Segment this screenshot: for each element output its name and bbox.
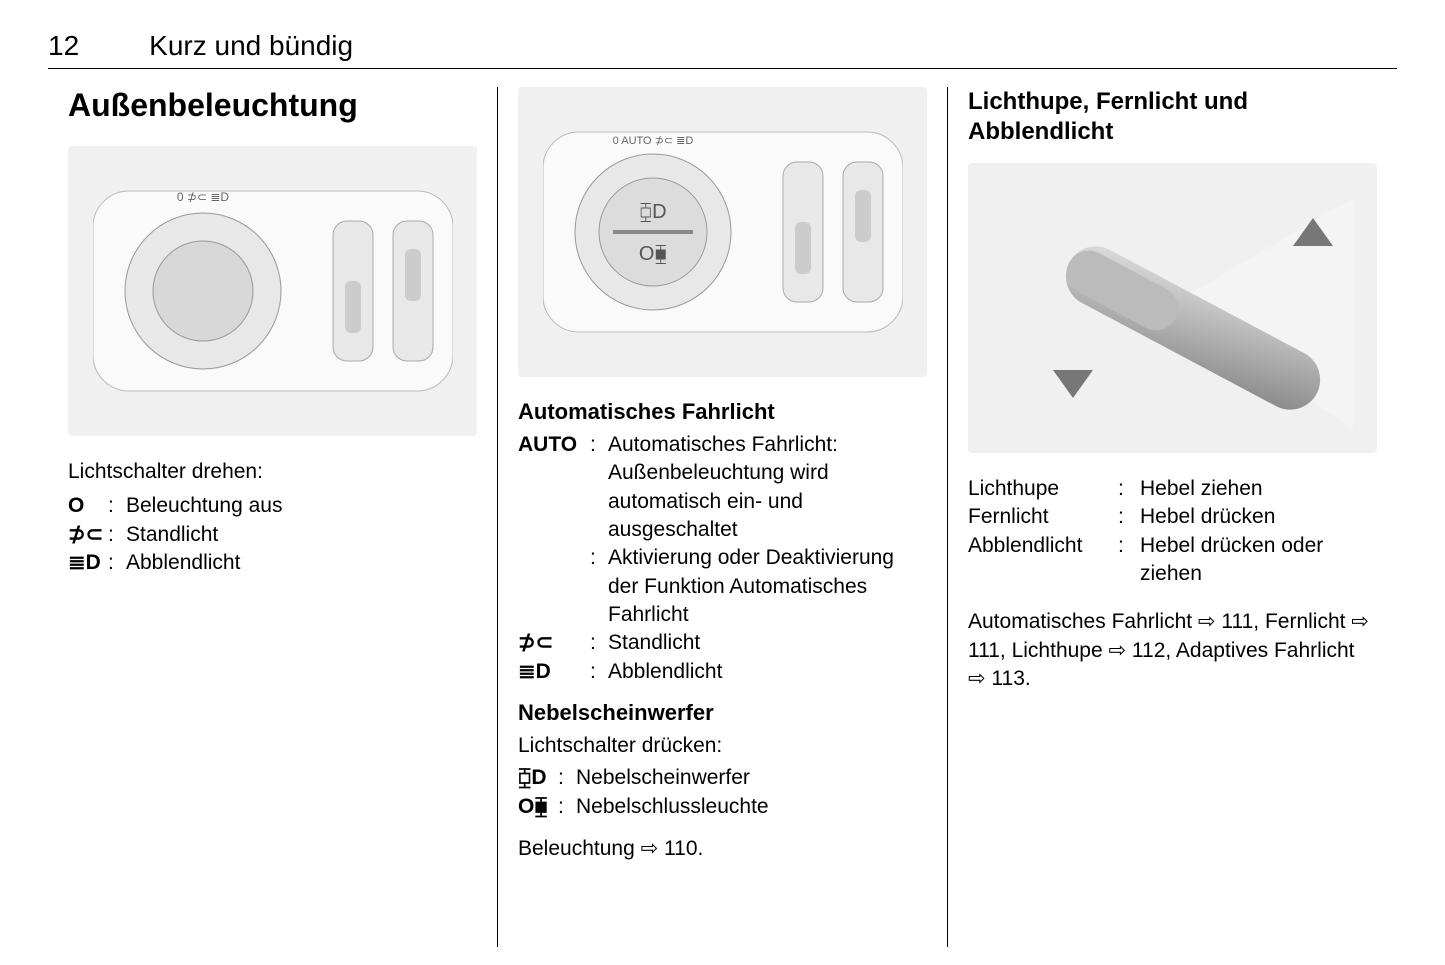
desc: Standlicht xyxy=(608,629,927,657)
separator: : xyxy=(590,658,608,686)
page-number: 12 xyxy=(48,30,79,62)
column-2: ⧮D O⧯ 0 AUTO ⊅⊂ ≣D Automatisches Fahrlic… xyxy=(497,87,947,947)
list-item: AUTO : Automatisches Fahrlicht: Außenbel… xyxy=(518,431,927,544)
label: Lichthupe xyxy=(968,475,1118,503)
separator: : xyxy=(108,521,126,549)
desc: Nebelscheinwerfer xyxy=(576,764,927,792)
desc: Abblendlicht xyxy=(608,658,927,686)
column-1: Außenbeleuchtung 0 ⊅⊂ ≣D Lichtschalter d… xyxy=(48,87,497,947)
list-item: Fernlicht : Hebel drücken xyxy=(968,503,1377,531)
chapter-title: Kurz und bündig xyxy=(149,30,353,62)
figure-stalk-lever xyxy=(968,163,1377,453)
list-item: ⧮D : Nebelscheinwerfer xyxy=(518,764,927,792)
separator: : xyxy=(590,431,608,544)
fog-list: ⧮D : Nebelscheinwerfer O⧯ : Nebelschluss… xyxy=(518,764,927,821)
desc: Beleuchtung aus xyxy=(126,492,477,520)
subheading-fog: Nebelscheinwerfer xyxy=(518,700,927,726)
symbol-low-beam: ≣D xyxy=(68,549,108,577)
label: Abblendlicht xyxy=(968,532,1118,589)
intro-text: Lichtschalter drehen: xyxy=(68,458,477,486)
symbol-list: O : Beleuchtung aus ⊅⊂ : Standlicht ≣D :… xyxy=(68,492,477,577)
svg-text:⧮D: ⧮D xyxy=(639,201,666,223)
symbol-low-beam: ≣D xyxy=(518,658,590,686)
separator: : xyxy=(558,764,576,792)
cross-ref: Beleuchtung ⇨ 110. xyxy=(518,835,927,863)
symbol-blank xyxy=(518,544,590,629)
symbol-fog-rear: O⧯ xyxy=(518,793,558,821)
svg-text:0 ⊅⊂ ≣D: 0 ⊅⊂ ≣D xyxy=(176,190,229,204)
cross-refs: Automatisches Fahrlicht ⇨ 111, Fernlicht… xyxy=(968,608,1377,693)
separator: : xyxy=(1118,475,1140,503)
separator: : xyxy=(558,793,576,821)
columns: Außenbeleuchtung 0 ⊅⊂ ≣D Lichtschalter d… xyxy=(48,87,1397,947)
list-item: : Aktivierung oder Deaktivierung der Fun… xyxy=(518,544,927,629)
list-item: Abblendlicht : Hebel drücken oder ziehen xyxy=(968,532,1377,589)
column-3: Lichthupe, Fernlicht und Abblendlicht Li… xyxy=(947,87,1397,947)
lever-list: Lichthupe : Hebel ziehen Fernlicht : Heb… xyxy=(968,475,1377,588)
figure-light-switch: 0 ⊅⊂ ≣D xyxy=(68,146,477,436)
separator: : xyxy=(108,549,126,577)
auto-list: AUTO : Automatisches Fahrlicht: Außenbel… xyxy=(518,431,927,686)
desc: Hebel drücken xyxy=(1140,503,1377,531)
list-item: ⊅⊂ : Standlicht xyxy=(68,521,477,549)
list-item: ⊅⊂ : Standlicht xyxy=(518,629,927,657)
list-item: O : Beleuchtung aus xyxy=(68,492,477,520)
subheading-auto: Automatisches Fahrlicht xyxy=(518,399,927,425)
label: Fernlicht xyxy=(968,503,1118,531)
fog-intro: Lichtschalter drücken: xyxy=(518,732,927,760)
section-title: Außenbeleuchtung xyxy=(68,87,477,124)
separator: : xyxy=(108,492,126,520)
auto-light-switch-icon: ⧮D O⧯ 0 AUTO ⊅⊂ ≣D xyxy=(543,112,903,352)
stalk-lever-icon xyxy=(993,188,1353,428)
list-item: O⧯ : Nebelschlussleuchte xyxy=(518,793,927,821)
symbol-fog-front: ⧮D xyxy=(518,764,558,792)
separator: : xyxy=(590,629,608,657)
desc: Aktivierung oder Deaktivierung der Funkt… xyxy=(608,544,927,629)
light-switch-icon: 0 ⊅⊂ ≣D xyxy=(93,171,453,411)
separator: : xyxy=(590,544,608,629)
symbol-parking-light: ⊅⊂ xyxy=(68,521,108,549)
desc: Abblendlicht xyxy=(126,549,477,577)
symbol-auto: AUTO xyxy=(518,431,590,544)
separator: : xyxy=(1118,503,1140,531)
svg-text:0 AUTO ⊅⊂ ≣D: 0 AUTO ⊅⊂ ≣D xyxy=(612,135,693,147)
desc: Nebelschlussleuchte xyxy=(576,793,927,821)
desc: Hebel ziehen xyxy=(1140,475,1377,503)
svg-text:O⧯: O⧯ xyxy=(638,243,666,265)
list-item: ≣D : Abblendlicht xyxy=(68,549,477,577)
symbol-off: O xyxy=(68,492,108,520)
list-item: Lichthupe : Hebel ziehen xyxy=(968,475,1377,503)
desc: Automatisches Fahrlicht: Außenbeleuchtun… xyxy=(608,431,927,544)
desc: Hebel drücken oder ziehen xyxy=(1140,532,1377,589)
symbol-parking-light: ⊅⊂ xyxy=(518,629,590,657)
separator: : xyxy=(1118,532,1140,589)
section-title: Lichthupe, Fernlicht und Abblendlicht xyxy=(968,87,1377,147)
desc: Standlicht xyxy=(126,521,477,549)
figure-auto-light-switch: ⧮D O⧯ 0 AUTO ⊅⊂ ≣D xyxy=(518,87,927,377)
list-item: ≣D : Abblendlicht xyxy=(518,658,927,686)
page-header: 12 Kurz und bündig xyxy=(48,30,1397,69)
